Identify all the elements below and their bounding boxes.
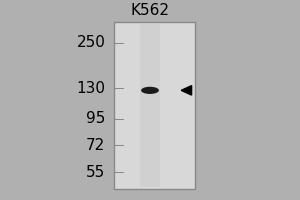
Text: 55: 55 bbox=[86, 165, 105, 180]
Text: 95: 95 bbox=[86, 111, 105, 126]
Polygon shape bbox=[181, 86, 192, 95]
Text: K562: K562 bbox=[130, 3, 170, 18]
Bar bbox=[114, 22, 195, 189]
Bar bbox=[140, 24, 160, 187]
Text: 72: 72 bbox=[86, 138, 105, 153]
Ellipse shape bbox=[141, 87, 159, 94]
Text: 130: 130 bbox=[76, 81, 105, 96]
Text: 250: 250 bbox=[76, 35, 105, 50]
